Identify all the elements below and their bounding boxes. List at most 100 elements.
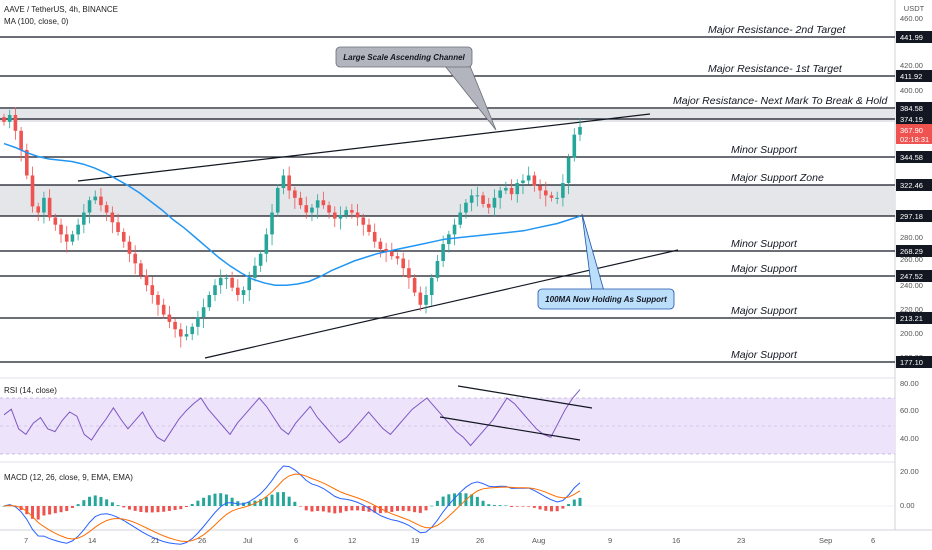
macd-histogram-bar (281, 492, 285, 506)
candle-body (53, 217, 58, 225)
level-label: Major Resistance- 1st Target (708, 63, 843, 75)
candle-body (190, 326, 194, 335)
candle-body (121, 231, 126, 242)
macd-histogram-bar (65, 506, 69, 512)
level-label: Major Support (731, 349, 798, 361)
candle-body (418, 292, 423, 305)
macd-histogram-bar (110, 502, 114, 506)
price-tag-box (896, 102, 932, 114)
candle-body (481, 195, 485, 204)
candle-body (36, 206, 41, 213)
macd-histogram-bar (504, 505, 508, 507)
rsi-trend-upper[interactable] (457, 385, 593, 409)
current-price-tag[interactable]: 367.90 02:18:31 (896, 124, 932, 144)
callout-channel-text: Large Scale Ascending Channel (343, 53, 465, 62)
channel-upper-line[interactable] (77, 113, 651, 182)
candles-layer (2, 107, 582, 348)
macd-histogram-bar (418, 506, 422, 513)
candle-body (566, 157, 571, 184)
current-price-box (896, 124, 932, 144)
candle-body (561, 183, 565, 198)
candle-body (298, 197, 303, 206)
price-tag-box (896, 245, 932, 257)
macd-histogram-bar (82, 500, 86, 506)
candle-body (47, 197, 52, 218)
macd-histogram-bar (2, 506, 6, 507)
rsi-tick: 40.00 (900, 434, 919, 443)
macd-histogram-bar (321, 506, 325, 512)
candle-body (572, 134, 577, 158)
macd-histogram-bar (458, 492, 462, 506)
macd-histogram-bar (515, 506, 519, 507)
candle-body (350, 210, 354, 213)
channel-lower-line[interactable] (204, 249, 679, 359)
macd-tick: 0.00 (900, 501, 915, 510)
time-tick: 9 (608, 536, 612, 545)
candle-body (25, 150, 29, 176)
candle-body (161, 304, 166, 315)
macd-histogram-bar (401, 506, 405, 511)
callout-channel[interactable]: Large Scale Ascending Channel (335, 46, 497, 131)
candle-body (355, 212, 360, 218)
time-tick: 6 (294, 536, 298, 545)
candle-body (253, 265, 257, 278)
candle-body (201, 307, 206, 318)
candle-body (469, 195, 474, 203)
rsi-tick: 60.00 (900, 406, 919, 415)
candle-body (395, 256, 400, 259)
macd-histogram-bar (430, 505, 434, 507)
price-tag-box (896, 356, 932, 368)
time-tick: Sep (819, 536, 832, 545)
price-tag-value: 177.10 (900, 358, 923, 367)
level-label: Major Resistance- 2nd Target (708, 24, 846, 36)
candle-body (93, 196, 98, 201)
candle-body (293, 190, 297, 198)
price-tag-value: 384.58 (900, 104, 923, 113)
callout-ma-support[interactable]: 100MA Now Holding As Support (537, 213, 675, 310)
macd-histogram-bar (207, 495, 211, 506)
time-tick: 21 (151, 536, 159, 545)
macd-histogram-bar (145, 506, 149, 513)
candle-body (407, 268, 411, 278)
macd-histogram-bar (247, 502, 251, 506)
current-price-countdown: 02:18:31 (900, 135, 929, 144)
level-label: Minor Support (731, 144, 798, 156)
candle-body (555, 197, 559, 199)
candle-body (475, 195, 480, 197)
time-tick: 6 (871, 536, 875, 545)
level-label: Major Resistance- Next Mark To Break & H… (673, 95, 889, 107)
candle-body (509, 188, 514, 195)
candle-body (315, 200, 320, 208)
macd-histogram-bar (544, 506, 548, 511)
time-axis[interactable]: 7 14 21 26 Jul 6 12 19 26 Aug 9 16 23 Se… (24, 536, 875, 545)
candle-body (441, 244, 445, 261)
time-tick: 26 (198, 536, 206, 545)
price-tick: 400.00 (900, 86, 923, 95)
macd-histogram-bar (350, 506, 354, 511)
macd-histogram-bar (373, 506, 377, 513)
macd-histogram-bar (470, 494, 474, 506)
macd-histogram-bar (202, 497, 206, 506)
price-tag-value: 374.19 (900, 115, 923, 124)
candle-body (76, 224, 80, 235)
macd-histogram-bar (384, 506, 388, 513)
macd-histogram-bar (327, 506, 331, 513)
macd-histogram-bar (184, 506, 188, 507)
time-tick: 12 (348, 536, 356, 545)
price-tag-value: 247.52 (900, 272, 923, 281)
price-tag-box (896, 113, 932, 125)
price-tick: 260.00 (900, 255, 923, 264)
rsi-trend-lower[interactable] (439, 416, 581, 441)
candle-body (390, 251, 394, 257)
price-tag-value: 213.21 (900, 314, 923, 323)
candle-body (144, 275, 149, 286)
time-tick: 14 (88, 536, 96, 545)
candle-body (133, 253, 137, 264)
price-tick: 280.00 (900, 233, 923, 242)
price-tag-box (896, 31, 932, 43)
macd-histogram-bar (361, 506, 365, 512)
macd-layer (2, 465, 582, 545)
candle-body (207, 294, 212, 308)
macd-histogram-bar (76, 504, 80, 506)
